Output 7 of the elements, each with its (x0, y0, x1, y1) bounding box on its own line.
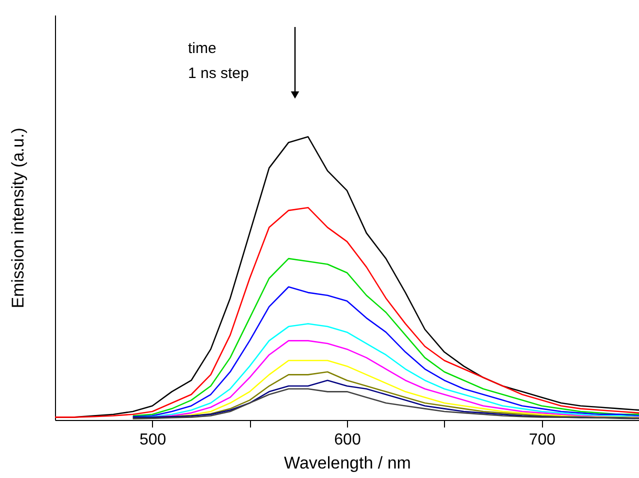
x-tick-label: 700 (528, 432, 556, 448)
x-axis-title: Wavelength / nm (284, 454, 411, 472)
text: 1 ns step (188, 65, 249, 82)
y-axis-title: Emission intensity (a.u.) (8, 128, 28, 308)
text: time (188, 40, 216, 57)
x-tick-label: 500 (139, 432, 166, 448)
x-tick-label: 600 (334, 432, 361, 448)
